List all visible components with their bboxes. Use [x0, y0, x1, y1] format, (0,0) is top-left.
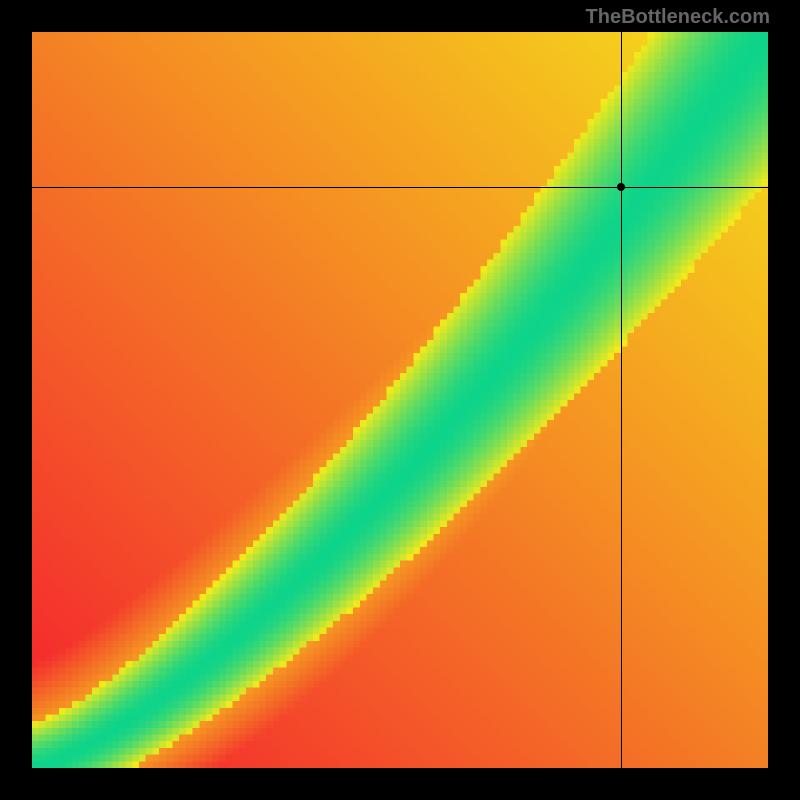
crosshair-horizontal: [32, 187, 768, 188]
watermark-text: TheBottleneck.com: [586, 6, 770, 29]
heatmap-canvas: [32, 32, 768, 768]
heatmap-plot: [32, 32, 768, 768]
crosshair-vertical: [621, 32, 622, 768]
marker-dot: [617, 183, 625, 191]
